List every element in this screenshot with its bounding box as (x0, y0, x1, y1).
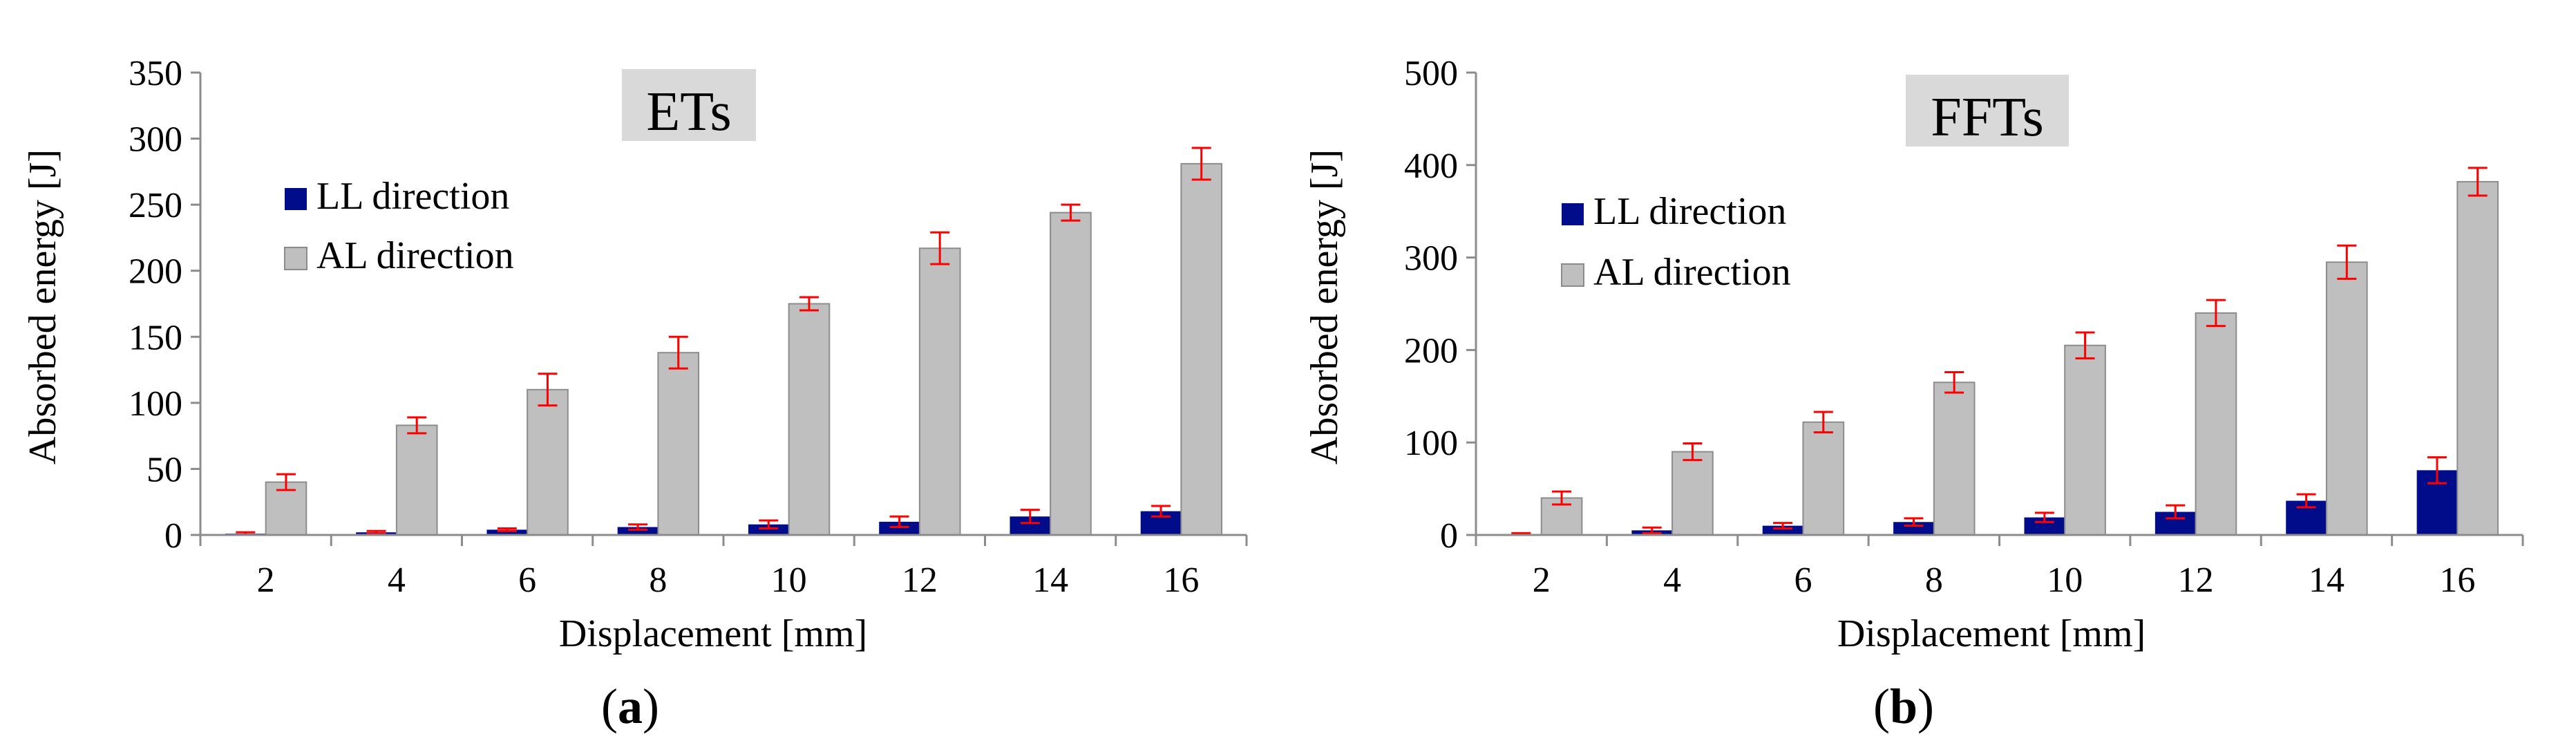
x-tick-label: 2 (1533, 561, 1551, 600)
legend-label-ll: LL direction (316, 175, 509, 218)
panel-label-a: (a) (601, 679, 659, 734)
bar-al-12 (2195, 312, 2237, 536)
bar-al-10 (2064, 344, 2106, 536)
bar-al-6 (1802, 421, 1845, 536)
y-axis-label: Absorbed energy [J] (1303, 149, 1346, 464)
panel-label-a-letter: a (618, 679, 643, 734)
panel-label-b-letter: b (1890, 679, 1917, 734)
x-tick-label: 14 (1032, 561, 1068, 600)
panel-label-b: (b) (1873, 679, 1934, 734)
y-tick-label: 400 (1404, 147, 1458, 186)
y-tick-label: 0 (1440, 516, 1458, 556)
bar-ll-10 (748, 524, 789, 535)
legend: LL direction AL direction (1561, 190, 1791, 294)
y-tick-label: 0 (164, 516, 182, 556)
x-tick-label: 12 (902, 561, 938, 600)
legend-swatch-al (284, 247, 307, 270)
x-tick-label: 10 (771, 561, 807, 600)
bar-al-6 (527, 388, 569, 536)
bar-ll-8 (617, 527, 659, 535)
bar-ll-6 (486, 529, 528, 535)
x-tick-label: 12 (2178, 561, 2214, 600)
x-tick-label: 4 (388, 561, 406, 600)
bar-al-14 (1050, 212, 1092, 536)
y-tick-label: 250 (129, 186, 182, 225)
bar-ll-8 (1893, 522, 1934, 535)
panel-a-chart: ETs 0 50 100 150 200 250 300 350 2 4 6 8 10 12 14 16 Ab… (21, 54, 1248, 734)
y-tick-label: 350 (129, 54, 182, 93)
bar-ll-12 (879, 521, 920, 535)
title-background (622, 69, 756, 141)
legend-swatch-al (1561, 263, 1584, 287)
x-tick-label: 14 (2309, 561, 2345, 600)
x-tick-label: 16 (2439, 561, 2475, 600)
chart-title: ETs (646, 82, 731, 142)
legend-swatch-ll (285, 188, 307, 210)
bar-al-16 (2456, 180, 2499, 536)
x-tick-label: 8 (649, 561, 667, 600)
x-tick-label: 8 (1925, 561, 1943, 600)
x-tick-label: 16 (1163, 561, 1199, 600)
legend-label-al: AL direction (316, 234, 514, 277)
bar-al-14 (2325, 261, 2368, 536)
y-tick-label: 150 (129, 318, 182, 357)
y-axis-label: Absorbed energy [J] (21, 149, 64, 464)
plot-area: 0 100 200 300 400 500 2 4 6 8 10 12 14 16 (1404, 54, 2524, 600)
bar-al-8 (1933, 382, 1976, 536)
x-tick-label: 4 (1663, 561, 1681, 600)
bar-al-4 (1671, 451, 1714, 536)
panel-b-chart: FFTs 0 100 200 300 400 500 2 4 6 8 10 12 14 16 Absorb… (1303, 54, 2524, 734)
bar-al-12 (918, 247, 961, 536)
bar-al-10 (788, 303, 831, 536)
y-tick-label: 300 (129, 120, 182, 160)
legend-label-ll: LL direction (1593, 190, 1786, 233)
x-axis-label: Displacement [mm] (559, 612, 867, 655)
bar-ll-6 (1762, 525, 1803, 535)
x-tick-label: 2 (257, 561, 275, 600)
bar-al-16 (1180, 162, 1223, 536)
chart-title: FFTs (1931, 87, 2043, 148)
legend-swatch-ll (1562, 203, 1584, 225)
y-tick-label: 200 (1404, 331, 1458, 370)
y-tick-label: 50 (146, 450, 182, 489)
bar-al-8 (657, 352, 700, 536)
plot-area: 0 50 100 150 200 250 300 350 2 4 6 8 10 12 14 16 (129, 54, 1248, 600)
legend: LL direction AL direction (284, 175, 514, 277)
x-axis-label: Displacement [mm] (1837, 612, 2146, 655)
y-tick-label: 300 (1404, 239, 1458, 279)
y-tick-label: 500 (1404, 54, 1458, 93)
x-tick-label: 10 (2047, 561, 2083, 600)
y-tick-label: 100 (129, 384, 182, 424)
y-tick-label: 100 (1404, 424, 1458, 463)
y-tick-label: 200 (129, 252, 182, 292)
legend-label-al: AL direction (1593, 251, 1791, 294)
bar-al-4 (395, 424, 438, 536)
x-tick-label: 6 (518, 561, 536, 600)
title-background (1906, 75, 2069, 147)
x-tick-label: 6 (1794, 561, 1812, 600)
